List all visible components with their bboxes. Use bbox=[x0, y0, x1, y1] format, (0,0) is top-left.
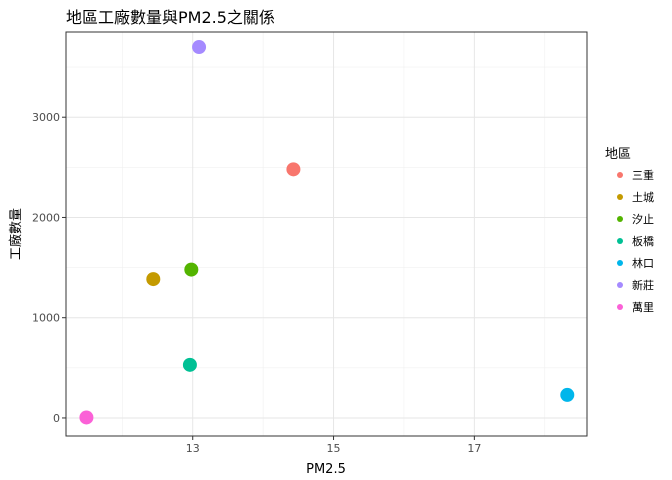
legend-label: 三重 bbox=[632, 168, 654, 182]
data-point-新莊 bbox=[192, 40, 207, 55]
y-tick-label: 2000 bbox=[32, 211, 60, 224]
legend-key bbox=[617, 260, 623, 266]
x-tick-label: 13 bbox=[186, 442, 200, 455]
legend-key bbox=[617, 172, 623, 178]
y-axis-title: 工廠數量 bbox=[8, 208, 24, 260]
grid-major bbox=[66, 32, 587, 436]
legend-label: 板橋 bbox=[632, 234, 654, 248]
data-point-萬里 bbox=[79, 410, 94, 425]
y-tick-label: 1000 bbox=[32, 312, 60, 325]
legend-key bbox=[617, 216, 623, 222]
legend-label: 林口 bbox=[632, 256, 654, 270]
x-axis-title: PM2.5 bbox=[306, 462, 346, 477]
plot-panel-border bbox=[65, 31, 588, 437]
legend-label: 汐止 bbox=[632, 212, 654, 226]
chart-title: 地區工廠數量與PM2.5之關係 bbox=[66, 8, 275, 27]
x-axis: 13 15 17 bbox=[186, 436, 481, 455]
data-point-林口 bbox=[560, 387, 575, 402]
y-tick-label: 0 bbox=[53, 412, 60, 425]
y-axis: 0 1000 2000 3000 bbox=[32, 111, 66, 425]
x-tick-label: 15 bbox=[327, 442, 341, 455]
legend-label: 萬里 bbox=[632, 301, 654, 314]
legend-key bbox=[617, 304, 623, 310]
legend-title: 地區 bbox=[605, 147, 631, 162]
data-points bbox=[79, 40, 575, 425]
legend-key bbox=[617, 238, 623, 244]
legend-key bbox=[617, 194, 623, 200]
data-point-板橋 bbox=[182, 357, 197, 372]
data-point-三重 bbox=[286, 162, 301, 177]
x-tick-label: 17 bbox=[467, 442, 481, 455]
grid-minor bbox=[66, 32, 587, 436]
data-point-土城 bbox=[146, 272, 161, 287]
legend-key bbox=[617, 282, 623, 288]
legend-label: 新莊 bbox=[632, 278, 654, 292]
y-tick-label: 3000 bbox=[32, 111, 60, 124]
data-point-汐止 bbox=[184, 262, 199, 277]
legend-label: 土城 bbox=[632, 191, 654, 204]
